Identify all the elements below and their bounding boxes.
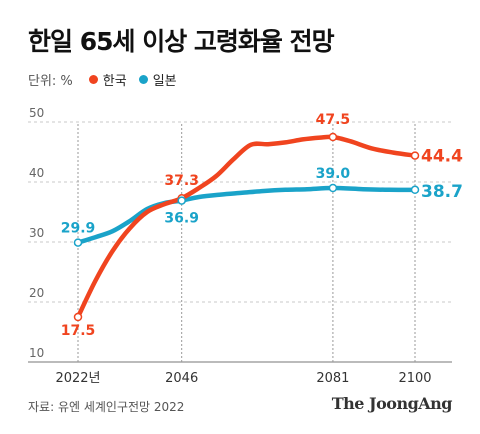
data-label-japan-2046: 36.9 [164,211,199,227]
legend-label-japan: 일본 [152,74,177,89]
data-point-japan-2046 [177,196,186,205]
x-tick-label-2100: 2100 [398,371,431,386]
data-label-korea-2046: 37.3 [164,173,199,189]
y-tick-label-10: 10 [29,346,44,360]
y-tick-label-30: 30 [29,226,44,240]
x-tick-label-2081: 2081 [316,371,349,386]
legend-label-korea: 한국 [102,74,127,89]
series-line-japan [75,185,418,245]
data-point-korea-2100 [410,151,420,160]
series-line-korea [75,134,418,320]
data-label-korea-2100: 44.4 [421,147,463,167]
brand-logo: The JoongAng [331,394,453,413]
x-tick-label-2046: 2046 [165,371,198,386]
unit-label: 단위: % [28,74,73,89]
y-tick-label-40: 40 [29,166,44,180]
y-tick-label-50: 50 [29,106,44,120]
legend-item-japan: 일본 [138,70,177,89]
data-point-japan-2022 [73,238,83,247]
data-point-korea-2022 [73,312,83,322]
legend: 단위: % 한국 일본 [28,70,189,89]
data-point-japan-2100 [410,185,420,195]
data-point-japan-2081 [328,183,338,193]
data-label-korea-2081: 47.5 [316,112,351,128]
chart-title: 한일 65세 이상 고령화율 전망 [28,27,335,56]
source-note: 자료: 유엔 세계인구전망 2022 [28,400,185,414]
legend-swatch-korea [88,75,98,84]
x-tick-label-2022: 2022년 [55,371,100,386]
data-label-japan-2100: 38.7 [421,182,463,202]
data-label-korea-2022: 17.5 [61,323,96,339]
data-label-japan-2022: 29.9 [61,221,96,237]
data-label-japan-2081: 39.0 [316,166,351,182]
legend-item-korea: 한국 [88,70,127,89]
y-tick-label-20: 20 [29,286,44,300]
legend-swatch-japan [138,75,148,84]
data-point-korea-2081 [328,132,338,142]
